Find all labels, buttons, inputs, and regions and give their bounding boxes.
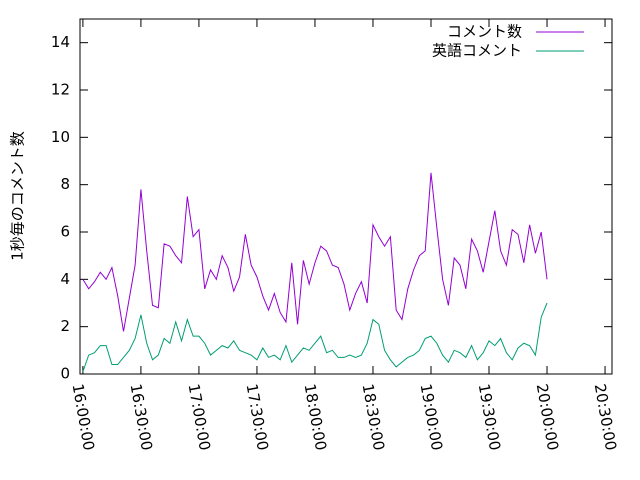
x-tick-label: 20:30:00 — [591, 382, 620, 451]
y-tick-label: 0 — [60, 365, 70, 383]
y-axis-label: 1秒毎のコメント数 — [9, 131, 27, 261]
x-tick-label: 19:00:00 — [417, 382, 446, 451]
x-tick-label: 19:30:00 — [475, 382, 504, 451]
x-tick-label: 17:30:00 — [243, 382, 272, 451]
y-tick-label: 4 — [60, 270, 70, 288]
plot-border — [79, 18, 613, 375]
legend-label: 英語コメント — [432, 42, 522, 60]
x-tick-label: 16:30:00 — [127, 382, 156, 451]
y-tick-label: 6 — [60, 223, 70, 241]
x-tick-label: 18:00:00 — [301, 382, 330, 451]
x-tick-label: 18:30:00 — [359, 382, 388, 451]
y-tick-label: 10 — [51, 128, 70, 146]
series-line — [82, 302, 548, 372]
y-tick-label: 12 — [51, 81, 70, 99]
y-tick-label: 14 — [51, 33, 70, 51]
x-tick-label: 20:00:00 — [533, 382, 562, 451]
x-tick-label: 16:00:00 — [69, 382, 98, 451]
legend-label: コメント数 — [447, 23, 522, 41]
y-tick-label: 8 — [60, 175, 70, 193]
y-tick-label: 2 — [60, 317, 70, 335]
x-tick-label: 17:00:00 — [185, 382, 214, 451]
series-line — [82, 172, 548, 332]
